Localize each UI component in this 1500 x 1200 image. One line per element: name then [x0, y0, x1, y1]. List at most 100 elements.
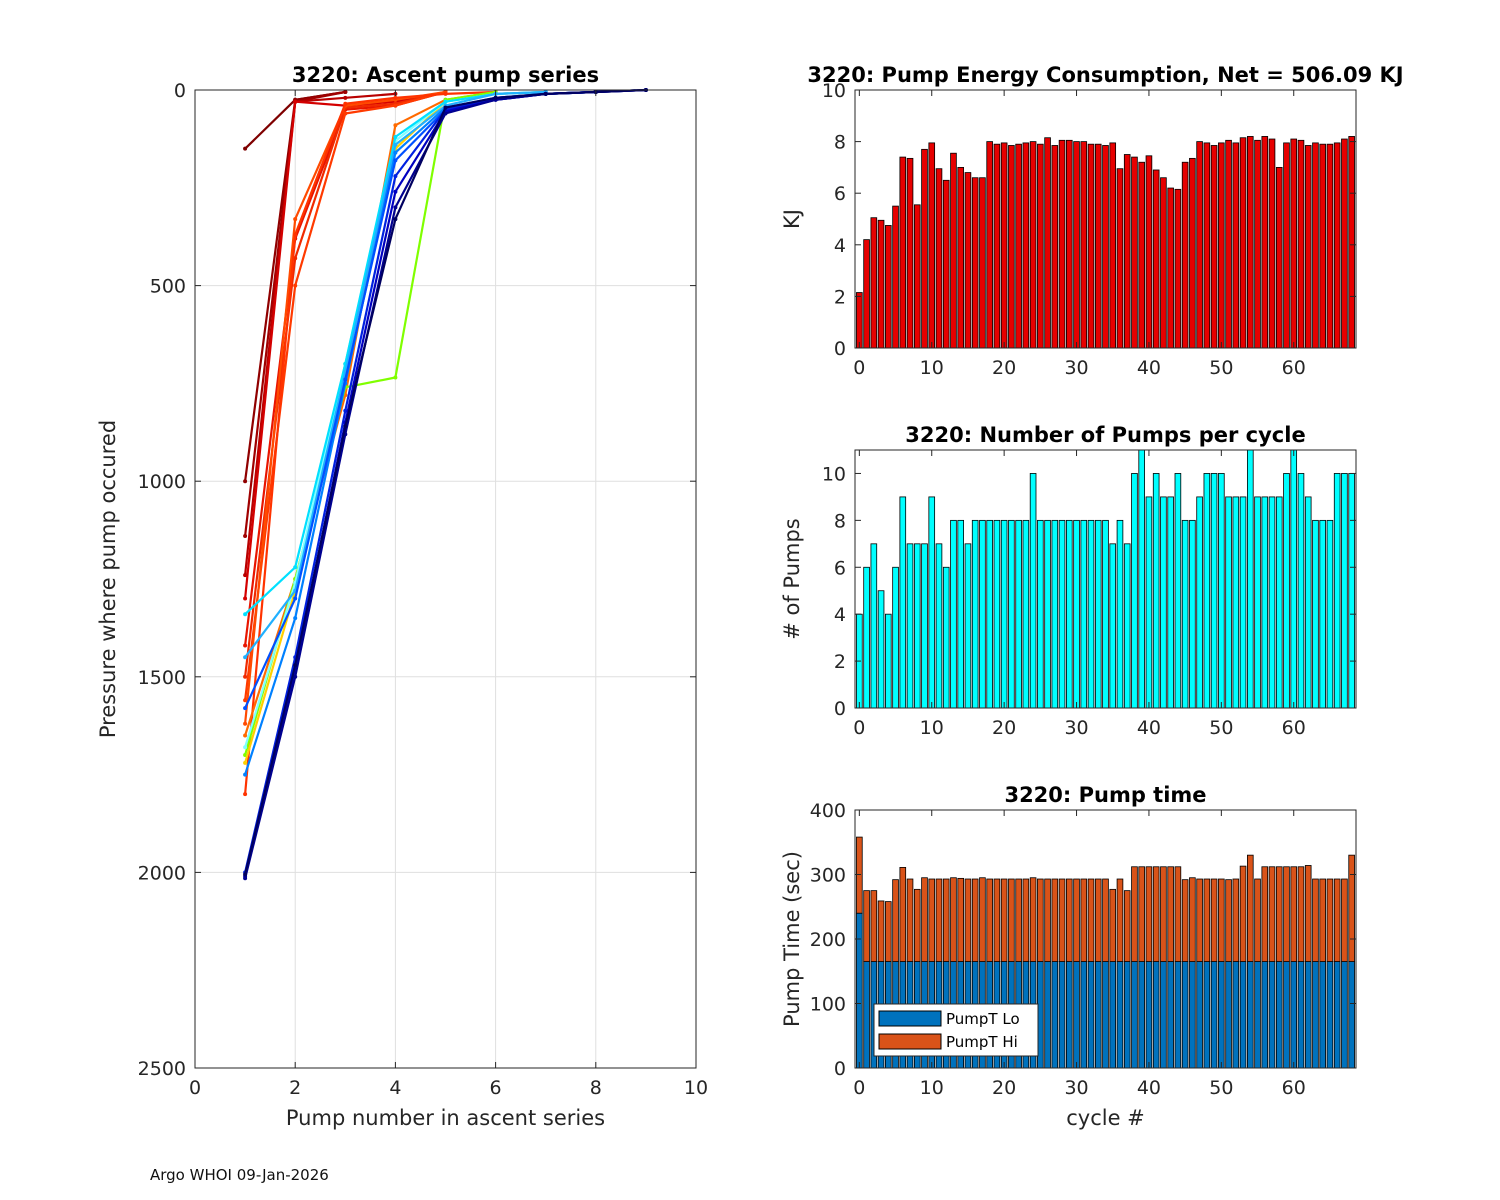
- pumptime-bar-1-44: [1174, 866, 1182, 962]
- energy-bar-57: [1268, 138, 1276, 349]
- legend-label-pumpt-lo: PumpT Lo: [946, 1010, 1020, 1028]
- energy-bar-44: [1174, 188, 1182, 349]
- pumptime-bar-0-45: [1181, 961, 1189, 1069]
- pumptime-bar-0-53: [1239, 961, 1247, 1069]
- ascent-point-early-6-0: [243, 872, 248, 877]
- pumps-bar-39: [1138, 449, 1145, 709]
- pumptime-bar-1-34: [1102, 878, 1109, 962]
- xtick-label-0: 0: [853, 357, 865, 379]
- pumptime-bar-1-59: [1283, 866, 1290, 962]
- pumptime-bar-1-50: [1218, 878, 1225, 962]
- energy-bar-11: [935, 168, 943, 349]
- pumps-bars: [856, 449, 1355, 709]
- pumptime-bar-0-49: [1210, 961, 1218, 1069]
- ascent-point-late-8-0: [243, 698, 248, 703]
- energy-bar-56: [1261, 136, 1269, 349]
- ytick-label-4: 8: [834, 132, 846, 154]
- energy-bar-9: [921, 148, 928, 349]
- ascent-point-mid-6-0: [243, 655, 248, 660]
- energy-bar-18: [986, 141, 993, 349]
- pumptime-bar-0-64: [1319, 961, 1326, 1069]
- pumptime-bar-1-66: [1333, 878, 1341, 962]
- xtick-label-1: 10: [920, 1077, 944, 1099]
- energy-bar-40: [1145, 155, 1153, 349]
- ascent-point-late-8-2: [343, 111, 348, 116]
- pumptime-ticks: 0 10 20 30 40 50 60 0 100 200 300 400: [810, 800, 1356, 1099]
- pumptime-bar-1-17: [979, 877, 986, 962]
- pumptime-bar-1-12: [942, 878, 950, 962]
- pumptime-bar-1-5: [892, 879, 899, 962]
- pumptime-bar-1-6: [899, 867, 907, 962]
- ascent-point-late-10-1: [293, 232, 298, 237]
- pumptime-bar-1-27: [1051, 878, 1059, 962]
- pumptime-bar-0-44: [1174, 961, 1182, 1069]
- pumps-bar-46: [1189, 519, 1196, 709]
- ascent-point-late-4-0: [243, 573, 248, 578]
- pumps-axes-frame: [854, 449, 1357, 709]
- pumptime-bar-1-30: [1073, 878, 1080, 962]
- energy-bar-33: [1094, 143, 1102, 349]
- xtick-label-4: 8: [590, 1077, 602, 1099]
- pumptime-bar-1-38: [1131, 866, 1138, 962]
- ascent-point-mid-5-3: [393, 134, 398, 139]
- ascent-point-mid-1-0: [243, 733, 248, 738]
- ascent-series-early-2: [244, 90, 596, 709]
- pumptime-bar-1-35: [1109, 888, 1117, 962]
- pumptime-bar-1-4: [885, 901, 892, 962]
- energy-bar-49: [1210, 145, 1218, 349]
- pumps-title: 3220: Number of Pumps per cycle: [905, 423, 1305, 447]
- energy-bar-65: [1326, 143, 1334, 349]
- pumptime-bar-1-64: [1319, 878, 1326, 962]
- pumptime-bar-0-52: [1232, 961, 1240, 1069]
- legend-label-pumpt-hi: PumpT Hi: [946, 1033, 1018, 1051]
- energy-bar-60: [1290, 138, 1298, 349]
- ascent-point-early-4-3: [393, 189, 398, 194]
- pumps-bar-1: [863, 566, 870, 709]
- pumps-bar-31: [1080, 519, 1088, 709]
- xtick-label-6: 60: [1282, 357, 1306, 379]
- pumptime-bar-0-0: [856, 912, 863, 1069]
- pumps-chart: 0 10 20 30 40 50 60 0 2 4 6 8 10 3220: Number of Pum…: [780, 423, 1357, 739]
- ascent-series-early-1: [244, 90, 596, 775]
- pumptime-bar-1-61: [1297, 866, 1305, 962]
- pumps-bar-58: [1275, 496, 1283, 709]
- energy-bar-53: [1239, 137, 1247, 349]
- pumptime-bar-0-61: [1297, 961, 1305, 1069]
- pumptime-bar-1-19: [993, 878, 1001, 962]
- pumps-bar-42: [1160, 496, 1167, 709]
- pumptime-bar-1-23: [1022, 878, 1030, 962]
- pumptime-bar-0-57: [1268, 961, 1276, 1069]
- ytick-label-2: 4: [834, 604, 846, 626]
- ascent-xlabel: Pump number in ascent series: [286, 1106, 605, 1130]
- ascent-point-late-5-1: [293, 99, 298, 104]
- ytick-label-3: 300: [810, 865, 846, 887]
- energy-bar-62: [1304, 145, 1312, 349]
- pumps-bar-63: [1312, 519, 1319, 709]
- energy-bar-26: [1044, 137, 1051, 349]
- xtick-label-2: 4: [389, 1077, 401, 1099]
- pumps-bar-22: [1015, 519, 1022, 709]
- energy-bar-67: [1341, 138, 1348, 349]
- energy-bar-13: [950, 152, 957, 349]
- pumps-bar-68: [1348, 473, 1355, 709]
- energy-bar-0: [856, 292, 863, 349]
- pumptime-bar-1-31: [1080, 878, 1088, 962]
- pumps-bar-8: [913, 543, 921, 709]
- ascent-point-early-3-3: [393, 174, 398, 179]
- pumps-bar-53: [1239, 496, 1247, 709]
- pumps-bar-20: [1000, 519, 1008, 709]
- energy-bar-51: [1225, 139, 1232, 349]
- pumps-bar-19: [993, 519, 1001, 709]
- energy-bar-12: [942, 179, 950, 349]
- energy-bar-54: [1247, 136, 1254, 349]
- pumps-bar-67: [1341, 473, 1348, 709]
- pumps-bar-28: [1058, 519, 1066, 709]
- ytick-label-4: 2000: [138, 862, 186, 884]
- ascent-ticks: 0 2 4 6 8 10 0 500 1000 1500 2000 2500: [138, 80, 708, 1099]
- pumptime-bar-1-60: [1290, 866, 1298, 962]
- pumptime-bar-1-42: [1160, 866, 1167, 962]
- ascent-point-late-10-3: [393, 95, 398, 100]
- ascent-pump-chart: 0 2 4 6 8 10 0 500 1000 1500 2000 2500 3220: Ascent…: [96, 63, 708, 1130]
- pumps-bar-24: [1029, 473, 1037, 709]
- energy-bar-64: [1319, 143, 1326, 349]
